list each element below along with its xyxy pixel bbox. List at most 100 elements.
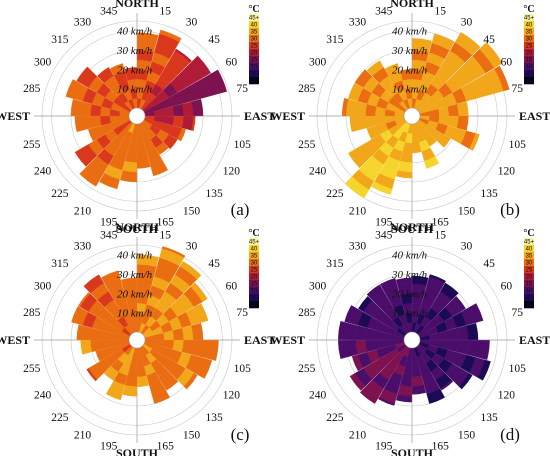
colorbar-tick-label: 40: [526, 246, 533, 252]
colorbar-swatch: [524, 49, 534, 57]
wind-sector: [120, 277, 137, 286]
radial-speed-label: 30 km/h: [391, 269, 428, 281]
wind-sector: [151, 388, 170, 404]
colorbar-swatch: [249, 28, 259, 36]
radial-speed-label: 40 km/h: [117, 26, 153, 38]
wind-sector: [359, 386, 379, 404]
wind-sector: [338, 340, 349, 359]
direction-tick-label: 150: [458, 429, 476, 441]
direction-tick-label: 345: [375, 230, 393, 242]
wind-sector: [65, 79, 80, 99]
colorbar-swatch: [249, 280, 259, 288]
wind-sector: [466, 323, 479, 340]
wind-sector: [469, 133, 480, 151]
direction-tick-label: 15: [159, 230, 171, 242]
colorbar-swatch: [524, 280, 534, 288]
colorbar-tick-label: 35: [526, 29, 533, 35]
direction-tick-label: 120: [223, 390, 241, 402]
colorbar-tick-label: 0: [252, 78, 256, 84]
wind-sector: [358, 296, 373, 312]
colorbar-swatch: [524, 77, 534, 85]
polar-panel-1: 1530456075105120135150165195210225240255…: [0, 0, 275, 236]
cardinal-label-south: SOUTH: [391, 446, 434, 456]
direction-tick-label: 150: [183, 429, 201, 441]
colorbar-swatch: [524, 301, 534, 309]
polar-panel-4: 1530456075105120135150165195210225240255…: [270, 220, 550, 456]
wind-sector: [351, 354, 364, 372]
colorbar-swatch: [524, 35, 534, 43]
direction-tick-label: 165: [157, 216, 175, 228]
wind-sector: [88, 128, 97, 142]
colorbar-swatch: [249, 301, 259, 309]
colorbar-tick-label: 0: [527, 78, 531, 84]
direction-tick-label: 240: [34, 390, 52, 402]
colorbar-swatch: [524, 21, 534, 29]
wind-sector: [425, 135, 437, 147]
colorbar-tick-label: 35: [251, 253, 258, 259]
colorbar-tick-label: 5: [527, 71, 531, 77]
direction-tick-label: 30: [186, 241, 198, 253]
cardinal-label-north: NORTH: [390, 0, 434, 10]
wind-sector: [181, 116, 194, 131]
wind-sector: [395, 170, 412, 179]
direction-tick-label: 195: [100, 216, 118, 228]
wind-sector: [397, 384, 412, 397]
wind-sector: [163, 134, 178, 150]
direction-tick-label: 300: [309, 57, 327, 69]
wind-sector: [456, 101, 469, 116]
wind-sector: [99, 173, 120, 190]
colorbar-tick-label: 10: [251, 64, 258, 70]
direction-tick-label: 30: [186, 17, 198, 29]
cardinal-label-west: WEST: [0, 109, 30, 123]
direction-tick-label: 195: [375, 440, 393, 452]
wind-sector: [366, 125, 381, 140]
wind-sector: [101, 270, 120, 283]
direction-tick-label: 255: [23, 363, 41, 375]
direction-tick-label: 210: [349, 205, 367, 217]
colorbar-swatch: [524, 259, 534, 267]
wind-sector: [209, 340, 219, 361]
direction-tick-label: 30: [461, 17, 473, 29]
wind-sector: [86, 368, 98, 382]
colorbar-swatch: [249, 294, 259, 302]
center-hole: [128, 331, 146, 349]
cardinal-label-west: WEST: [0, 333, 30, 347]
colorbar-unit: °C: [248, 4, 259, 15]
wind-sector: [412, 38, 432, 44]
direction-tick-label: 15: [434, 6, 446, 18]
wind-sector: [190, 282, 208, 303]
direction-tick-label: 300: [34, 281, 52, 293]
colorbar-swatch: [249, 70, 259, 78]
colorbar-swatch: [249, 21, 259, 29]
direction-tick-label: 255: [298, 363, 316, 375]
wind-sector: [174, 48, 192, 63]
colorbar-unit: °C: [523, 228, 534, 239]
polar-panel-2: 1530456075105120135150165195210225240255…: [270, 0, 550, 236]
wind-sector: [456, 116, 469, 131]
radial-speed-label: 10 km/h: [392, 308, 428, 320]
colorbar-tick-label: 15: [251, 57, 258, 63]
direction-tick-label: 330: [349, 241, 367, 253]
wind-sector: [338, 321, 349, 340]
direction-tick-label: 60: [226, 57, 238, 69]
cardinal-label-east: EAST: [519, 109, 550, 123]
wind-sector: [97, 67, 114, 84]
wind-sector: [124, 67, 137, 72]
direction-tick-label: 255: [298, 139, 316, 151]
direction-tick-label: 165: [432, 216, 450, 228]
direction-tick-label: 45: [483, 34, 495, 46]
wind-sector: [181, 325, 194, 340]
cardinal-label-south: SOUTH: [116, 222, 159, 236]
wind-sector: [429, 274, 446, 283]
colorbar-unit: °C: [248, 228, 259, 239]
wind-sector: [344, 305, 355, 323]
colorbar-swatch: [524, 273, 534, 281]
colorbar-tick-label: 40: [251, 246, 258, 252]
colorbar-tick-label: 40: [251, 22, 258, 28]
colorbar-tick-label: 20: [251, 274, 258, 280]
wind-sector: [105, 388, 123, 401]
colorbar-tick-label: 30: [526, 260, 533, 266]
colorbar-swatch: [524, 42, 534, 50]
direction-tick-label: 315: [326, 258, 344, 270]
